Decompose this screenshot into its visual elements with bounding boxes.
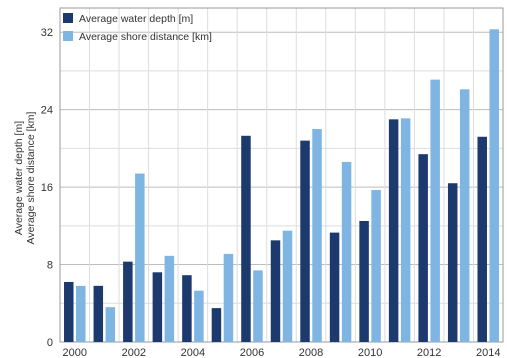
x-tick-label: 2002 bbox=[122, 347, 146, 358]
y-axis-label-line-1: Average water depth [m] bbox=[13, 121, 25, 235]
y-tick-label: 0 bbox=[47, 337, 53, 349]
gridlines bbox=[59, 7, 504, 343]
bar-shore-distance-2011 bbox=[400, 118, 411, 342]
bar-water-depth-2007 bbox=[270, 240, 281, 342]
legend: Average water depth [m] Average shore di… bbox=[63, 13, 212, 43]
bar-water-depth-2004 bbox=[182, 275, 192, 342]
bar-shore-distance-2006 bbox=[253, 270, 263, 342]
x-tick-label: 2000 bbox=[63, 347, 87, 358]
bar-water-depth-2008 bbox=[300, 140, 310, 342]
bar-shore-distance-2001 bbox=[105, 307, 116, 342]
bar-water-depth-2000 bbox=[64, 281, 74, 342]
bar-shore-distance-2008 bbox=[312, 129, 322, 342]
x-tick-label: 2004 bbox=[181, 347, 205, 358]
bar-shore-distance-2000 bbox=[76, 285, 86, 342]
bar-water-depth-2014 bbox=[477, 136, 487, 342]
legend-swatch-shore-distance bbox=[63, 31, 73, 41]
legend-label-water-depth: Average water depth [m] bbox=[79, 13, 193, 25]
x-tick-label: 2010 bbox=[358, 347, 382, 358]
x-tick-labels: 2000 2002 2004 2006 2008 2010 2012 2014 bbox=[63, 347, 501, 358]
bar-shore-distance-2014 bbox=[489, 29, 499, 342]
legend-label-shore-distance: Average shore distance [km] bbox=[79, 31, 212, 43]
bar-water-depth-2002 bbox=[123, 261, 133, 342]
bar-shore-distance-2002 bbox=[135, 173, 145, 342]
legend-swatch-water-depth bbox=[63, 13, 73, 23]
y-tick-label: 16 bbox=[41, 182, 53, 194]
bar-water-depth-2005 bbox=[211, 308, 222, 342]
y-tick-label: 24 bbox=[41, 105, 53, 117]
bar-water-depth-2010 bbox=[359, 220, 369, 342]
bar-water-depth-2009 bbox=[329, 232, 340, 342]
bar-water-depth-2011 bbox=[388, 119, 399, 342]
bar-water-depth-2013 bbox=[447, 183, 458, 342]
bar-shore-distance-2007 bbox=[282, 230, 293, 342]
bar-shore-distance-2009 bbox=[341, 161, 352, 342]
y-axis-label-line-2: Average shore distance [km] bbox=[25, 111, 37, 244]
y-tick-labels: 0 8 16 24 32 bbox=[41, 27, 53, 349]
bar-shore-distance-2004 bbox=[194, 290, 204, 342]
plot-frame bbox=[59, 7, 504, 343]
bar-water-depth-2001 bbox=[93, 285, 104, 342]
x-tick-label: 2014 bbox=[476, 347, 500, 358]
bar-water-depth-2003 bbox=[152, 272, 163, 342]
bar-shore-distance-2013 bbox=[459, 89, 470, 342]
bar-water-depth-2006 bbox=[241, 135, 251, 342]
y-axis-label: Average water depth [m] Average shore di… bbox=[13, 111, 37, 244]
x-tick-label: 2008 bbox=[299, 347, 323, 358]
bar-shore-distance-2005 bbox=[223, 253, 234, 342]
y-tick-label: 8 bbox=[47, 260, 53, 272]
x-tick-label: 2012 bbox=[417, 347, 441, 358]
bars bbox=[64, 29, 499, 343]
bar-shore-distance-2010 bbox=[371, 190, 381, 342]
x-tick-label: 2006 bbox=[240, 347, 264, 358]
bar-shore-distance-2012 bbox=[430, 79, 440, 343]
y-tick-label: 32 bbox=[41, 27, 53, 39]
bar-water-depth-2012 bbox=[418, 154, 428, 342]
bar-shore-distance-2003 bbox=[164, 255, 175, 342]
